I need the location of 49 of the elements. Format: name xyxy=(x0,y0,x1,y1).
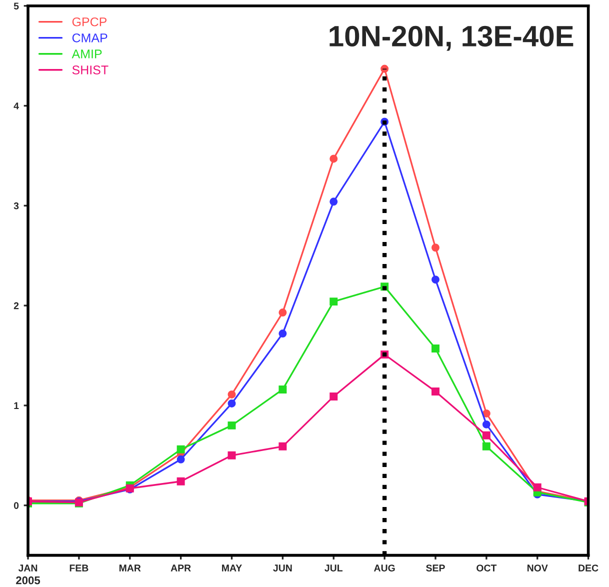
legend-label: CMAP xyxy=(72,33,108,42)
x-tick-label: MAR xyxy=(119,564,141,572)
x-tick-label: NOV xyxy=(527,564,548,572)
point xyxy=(228,399,236,408)
x-tick-label: JUN xyxy=(273,564,292,572)
point xyxy=(330,298,338,306)
legend-label: SHIST xyxy=(72,66,108,74)
point xyxy=(278,442,287,450)
point xyxy=(482,409,490,418)
point xyxy=(482,420,490,428)
point xyxy=(228,421,236,430)
text: 2005 xyxy=(16,576,40,584)
x-tick-label: FEB xyxy=(70,564,88,572)
point xyxy=(278,385,287,394)
point xyxy=(330,198,338,206)
point xyxy=(330,154,338,163)
point xyxy=(228,390,236,398)
point xyxy=(432,344,440,353)
point xyxy=(278,308,287,317)
y-tick-label: 1 xyxy=(14,402,19,409)
x-tick-label: MAY xyxy=(222,564,242,572)
point xyxy=(330,392,338,400)
point xyxy=(380,64,389,73)
x-tick-label: DEC xyxy=(578,564,598,572)
y-tick-label: 2 xyxy=(14,302,19,310)
text: 10N-20N, 13E-40E xyxy=(330,26,574,51)
point xyxy=(482,442,490,450)
point xyxy=(533,483,542,492)
y-tick-label: 5 xyxy=(14,2,19,10)
point xyxy=(482,431,490,440)
legend-label: GPCP xyxy=(72,17,107,26)
point xyxy=(176,455,185,464)
point xyxy=(432,276,440,284)
x-tick-label: JAN xyxy=(18,564,38,572)
x-tick-label: APR xyxy=(170,564,191,572)
point xyxy=(432,387,440,396)
y-tick-label: 4 xyxy=(14,102,19,110)
y-tick-label: 0 xyxy=(14,502,19,509)
legend-label: AMIP xyxy=(72,50,102,58)
point xyxy=(278,330,287,338)
x-tick-label: JUL xyxy=(324,564,343,572)
point xyxy=(176,477,185,486)
point xyxy=(176,445,185,454)
y-tick-label: 3 xyxy=(14,202,19,210)
x-tick-label: OCT xyxy=(476,564,497,572)
point xyxy=(432,244,440,252)
x-tick-label: AUG xyxy=(374,564,395,572)
point xyxy=(228,451,236,460)
x-tick-label: SEP xyxy=(426,564,445,572)
